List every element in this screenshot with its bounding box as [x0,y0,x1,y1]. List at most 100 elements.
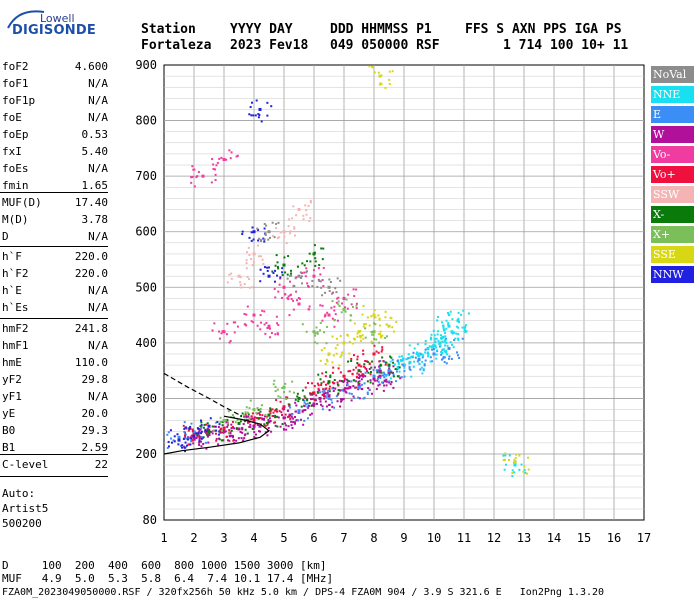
data-point-cluster [172,439,175,442]
data-point-cluster [271,414,274,417]
legend-item-voplus: Vo+ [651,166,694,183]
data-point-cluster [332,366,335,369]
data-point-cluster [418,362,421,365]
data-point-cluster [306,382,309,385]
data-point-cluster [356,332,359,335]
data-point-cluster [434,341,437,344]
data-point-cluster [339,279,342,282]
data-point-cluster [504,454,507,457]
data-point-cluster [442,324,445,327]
data-point-cluster [368,65,371,68]
data-point-cluster [427,353,430,356]
data-point-cluster [445,341,448,344]
y-tick-label: 400 [135,336,157,350]
data-point-cluster [282,407,285,410]
data-point-cluster [226,281,229,284]
data-point-cluster [225,435,228,438]
data-point-cluster [336,393,339,396]
data-point-cluster [229,435,232,438]
legend-item-nnw: NNW [651,266,694,283]
data-point-cluster [353,338,356,341]
data-point-cluster [275,399,278,402]
data-point-cluster [412,351,415,354]
data-point-cluster [170,441,173,444]
data-point-cluster [267,419,270,422]
data-point [327,380,331,384]
data-point-cluster [304,409,307,412]
data-point-cluster [190,440,193,443]
legend-item-sse: SSE [651,246,694,263]
data-point-cluster [260,239,263,242]
data-point-cluster [245,406,248,409]
data-point [222,427,226,431]
data-point-cluster [331,381,334,384]
data-point-cluster [325,342,328,345]
data-point-cluster [310,412,313,415]
data-point-cluster [440,351,443,354]
autoscale-label: Auto: [2,487,36,500]
data-point-cluster [296,395,299,398]
data-point-cluster [290,420,293,423]
data-point-cluster [219,416,222,419]
data-point-cluster [287,255,290,258]
data-point-cluster [524,471,527,474]
data-point-cluster [256,227,259,230]
data-point-cluster [327,382,330,385]
data-point-cluster [257,417,260,420]
data-point-cluster [315,326,318,329]
data-point [252,419,256,423]
data-point-cluster [360,388,363,391]
data-point-cluster [384,363,387,366]
data-point-cluster [242,423,245,426]
data-point-cluster [326,360,329,363]
data-point-cluster [310,404,313,407]
data-point-cluster [316,382,319,385]
y-tick-label: 200 [135,447,157,461]
data-point-cluster [302,409,305,412]
data-point-cluster [319,322,322,325]
data-point-cluster [375,388,378,391]
data-point-cluster [435,357,438,360]
data-point-cluster [185,437,188,440]
data-point-cluster [287,409,290,412]
data-point-cluster [198,434,201,437]
data-point-cluster [457,326,460,329]
data-point-cluster [183,450,186,453]
data-point-cluster [433,337,436,340]
data-point-cluster [503,458,506,461]
data-point-cluster [266,266,269,269]
data-point-cluster [377,71,380,74]
data-point-cluster [331,401,334,404]
data-point-cluster [306,398,309,401]
data-point-cluster [190,437,193,440]
data-point [387,371,391,375]
data-point-cluster [311,393,314,396]
data-point-cluster [277,416,280,419]
data-point-cluster [287,425,290,428]
data-point [342,296,346,300]
data-point-cluster [321,405,324,408]
legend-item-vominus: Vo- [651,146,694,163]
data-point-cluster [173,440,176,443]
data-point-cluster [347,293,350,296]
param-name: foEp [2,128,29,141]
data-point-cluster [439,344,442,347]
data-point-cluster [371,333,374,336]
data-point-cluster [513,471,516,474]
data-point-cluster [371,65,374,68]
param-row: B0 29.3 [2,424,108,441]
param-separator [0,454,108,455]
data-point-cluster [205,430,208,433]
data-point-cluster [295,404,298,407]
data-point-cluster [279,425,282,428]
data-point-cluster [313,334,316,337]
data-point-cluster [337,392,340,395]
data-point-cluster [236,154,239,157]
data-point-cluster [269,336,272,339]
data-point-cluster [323,392,326,395]
data-point-cluster [336,383,339,386]
data-point-cluster [241,426,244,429]
data-point-cluster [278,283,281,286]
data-point-cluster [256,244,259,247]
data-point-cluster [276,237,279,240]
